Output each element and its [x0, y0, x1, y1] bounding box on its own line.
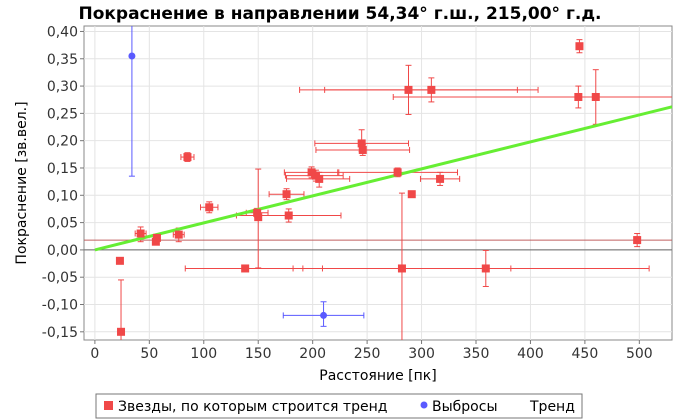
y-axis-ticks: -0,15 -0,10 -0,05 0,00 0,05 0,10 0,15 0,20 0,25 0…	[42, 24, 84, 341]
data-point-trend-star	[393, 168, 402, 177]
x-tick-label: 200	[299, 346, 326, 362]
x-tick-label: 250	[354, 346, 381, 362]
y-tick-label: -0,05	[42, 270, 78, 286]
data-point-trend-star	[357, 139, 366, 148]
trend-line-group	[94, 105, 673, 252]
y-tick-label: 0,35	[47, 52, 78, 68]
data-point-outlier	[128, 52, 136, 60]
plot-area	[83, 25, 673, 341]
x-tick-label: 350	[463, 346, 490, 362]
data-point-trend-star	[115, 256, 124, 265]
data-point-trend-star	[481, 264, 490, 273]
data-point-trend-star	[358, 145, 367, 154]
data-point-trend-star	[284, 211, 293, 220]
data-point-trend-star	[407, 190, 416, 199]
x-tick-label: 400	[517, 346, 544, 362]
legend-box	[95, 393, 583, 419]
data-point-trend-star	[427, 85, 436, 94]
y-tick-label: 0,25	[47, 106, 78, 122]
x-axis-ticks: 0 50 100 150 200 250 300 350 400 450 500	[90, 340, 653, 362]
legend-swatch-trend-stars	[104, 401, 113, 410]
y-tick-label: 0,30	[47, 79, 78, 95]
y-tick-label: 0,00	[47, 243, 78, 259]
data-point-trend-star	[205, 203, 214, 212]
data-point-trend-star	[591, 92, 600, 101]
chart-title: Покраснение в направлении 54,34° г.ш., 2…	[78, 4, 601, 24]
x-tick-label: 0	[90, 346, 99, 362]
grid	[84, 26, 672, 340]
data-point-trend-star	[253, 208, 262, 217]
y-tick-label: 0,05	[47, 216, 78, 232]
data-point-trend-star	[575, 42, 584, 51]
data-point-trend-star	[136, 229, 145, 238]
x-tick-label: 50	[140, 346, 158, 362]
data-point-trend-star	[307, 168, 316, 177]
legend-swatch-outliers	[420, 401, 428, 409]
data-point-trend-star	[397, 264, 406, 273]
legend-label-trend: Тренд	[529, 399, 575, 415]
data-point-trend-star	[117, 327, 126, 336]
legend-label-outliers: Выбросы	[432, 399, 498, 415]
x-axis-label: Расстояние [пк]	[319, 368, 436, 384]
data-point-outlier	[320, 311, 328, 319]
y-tick-label: -0,10	[42, 298, 78, 314]
data-point-trend-star	[436, 174, 445, 183]
x-tick-label: 150	[245, 346, 272, 362]
y-tick-label: 0,40	[47, 24, 78, 40]
data-point-trend-star	[152, 233, 161, 242]
data-point-trend-star	[315, 174, 324, 183]
data-point-trend-star	[174, 230, 183, 239]
data-point-trend-star	[282, 190, 291, 199]
x-tick-label: 500	[626, 346, 653, 362]
y-tick-label: 0,10	[47, 188, 78, 204]
y-tick-label: 0,15	[47, 161, 78, 177]
x-tick-label: 300	[408, 346, 435, 362]
data-points	[115, 42, 642, 336]
legend-label-trend-stars: Звезды, по которым строится тренд	[118, 399, 387, 415]
data-point-trend-star	[183, 153, 192, 162]
data-point-trend-star	[404, 85, 413, 94]
y-tick-label: 0,20	[47, 134, 78, 150]
x-tick-label: 450	[572, 346, 599, 362]
data-point-trend-star	[574, 92, 583, 101]
y-tick-label: -0,15	[42, 325, 78, 341]
x-tick-label: 100	[190, 346, 217, 362]
trend-line	[94, 105, 673, 252]
reference-lines	[84, 239, 672, 251]
data-point-trend-star	[241, 264, 250, 273]
y-axis-label: Покраснение [зв.вел.]	[14, 101, 30, 264]
data-point-trend-star	[633, 236, 642, 245]
data-point-trend-star	[254, 213, 263, 222]
